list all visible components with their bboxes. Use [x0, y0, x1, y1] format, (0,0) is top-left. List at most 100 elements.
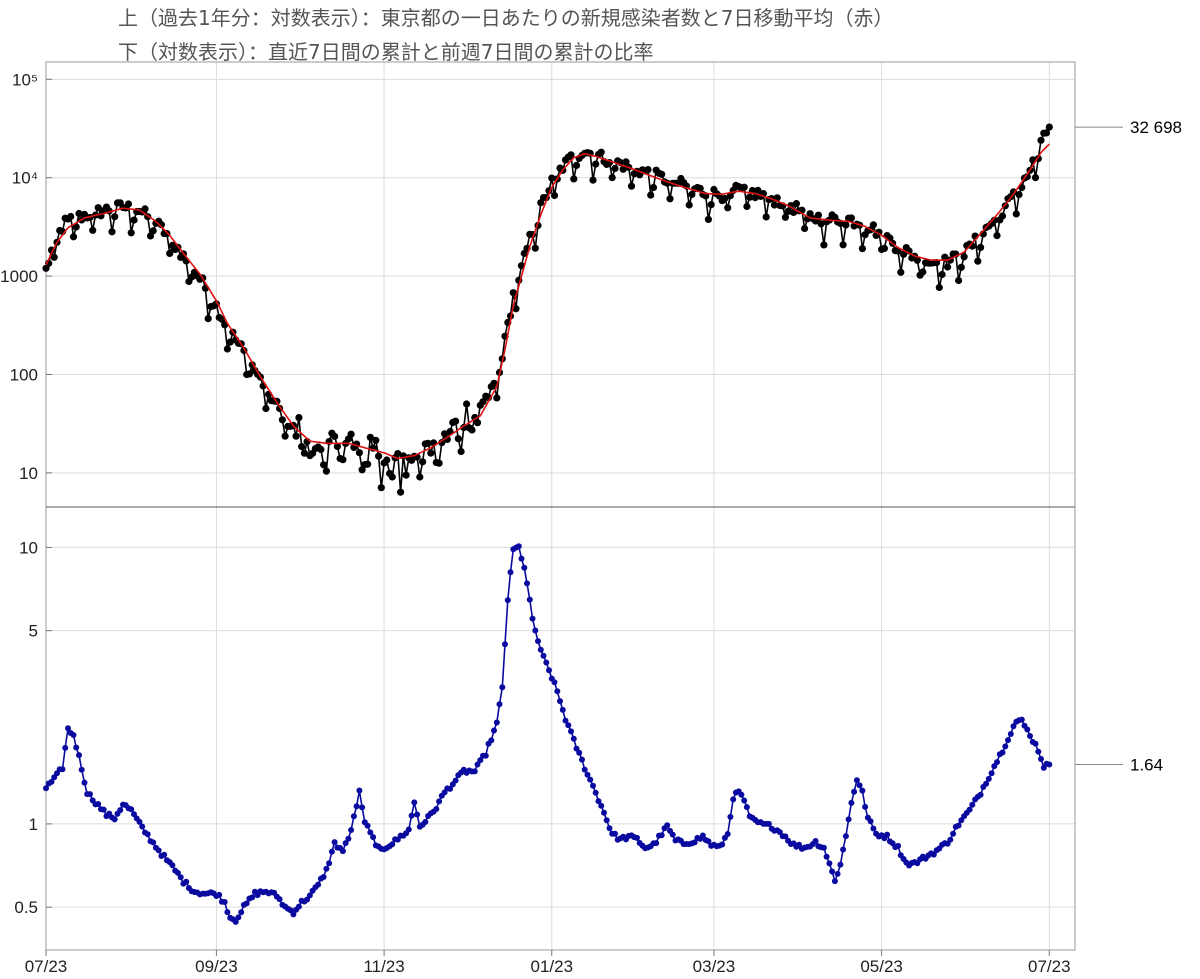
ratio-point — [826, 860, 833, 867]
ratio-point — [554, 688, 561, 695]
ratio-point — [837, 861, 844, 868]
daily-point — [941, 253, 949, 261]
daily-point — [1037, 136, 1045, 144]
daily-point — [721, 194, 729, 203]
daily-point — [842, 221, 850, 229]
ratio-point — [339, 848, 346, 855]
ratio-point — [447, 785, 454, 792]
ratio-point — [862, 803, 869, 810]
daily-point — [696, 184, 704, 192]
ratio-point — [295, 903, 302, 910]
ratio-point — [328, 848, 335, 855]
daily-point — [157, 221, 165, 229]
ratio-point — [845, 816, 852, 823]
end-value-label: 32 698 — [1130, 118, 1182, 137]
daily-point — [754, 186, 762, 194]
ratio-point — [988, 770, 995, 777]
ratio-point — [612, 830, 618, 837]
ratio-point — [842, 833, 849, 840]
ratio-point — [161, 851, 168, 858]
ratio-point — [477, 757, 484, 764]
daily-point — [944, 263, 952, 271]
ratio-point — [570, 735, 577, 742]
ratio-point — [587, 776, 594, 783]
daily-point — [608, 174, 616, 182]
daily-point — [479, 398, 487, 406]
ratio-point — [232, 918, 239, 925]
ratio-point — [699, 832, 706, 839]
ratio-point — [870, 825, 877, 832]
ratio-point — [999, 749, 1006, 756]
ratio-point — [117, 807, 124, 814]
daily-point — [597, 148, 605, 156]
chart-title-line-2: 下（対数表示）：直近7日間の累計と前週7日間の累計の比率 — [118, 40, 654, 64]
daily-point — [493, 394, 501, 402]
daily-point — [666, 195, 674, 203]
ratio-point — [606, 825, 613, 832]
daily-point — [166, 249, 174, 257]
ratio-point — [529, 615, 536, 622]
daily-point — [1031, 174, 1040, 182]
daily-point — [69, 233, 78, 241]
daily-point — [913, 256, 921, 264]
daily-point — [339, 456, 347, 464]
daily-point — [627, 182, 636, 190]
ratio-point — [658, 832, 665, 839]
daily-point — [204, 315, 212, 323]
ratio-point — [111, 816, 118, 823]
ratio-point — [812, 838, 819, 844]
daily-point — [880, 244, 889, 252]
ratio-point — [243, 900, 250, 907]
daily-point — [281, 432, 289, 440]
ratio-point — [532, 627, 539, 634]
y-tick-label: 1 — [29, 815, 38, 834]
ratio-point — [493, 719, 500, 726]
ratio-point — [128, 806, 135, 813]
daily-point — [658, 170, 666, 178]
ratio-point — [535, 638, 541, 645]
daily-point — [262, 404, 270, 413]
daily-point — [452, 417, 460, 425]
ratio-point — [452, 777, 459, 784]
daily-point — [372, 436, 380, 444]
ratio-point — [576, 749, 583, 756]
ratio-point — [315, 881, 322, 888]
ratio-point — [370, 834, 377, 841]
ratio-point — [559, 706, 566, 713]
y-tick-label: 10⁴ — [12, 169, 38, 188]
daily-point — [938, 270, 946, 279]
daily-point — [743, 202, 751, 211]
ratio-point — [326, 860, 333, 867]
daily-point — [935, 283, 943, 292]
end-value-label: 1.64 — [1130, 756, 1163, 775]
ratio-point — [136, 818, 143, 825]
ratio-point — [359, 804, 366, 811]
ratio-point — [955, 822, 962, 829]
ratio-point — [738, 791, 745, 798]
daily-point — [397, 488, 405, 496]
daily-point — [347, 430, 355, 438]
daily-point — [611, 164, 619, 172]
daily-point — [94, 204, 102, 212]
ratio-point — [724, 831, 731, 837]
daily-point — [435, 459, 443, 467]
daily-point — [622, 158, 630, 166]
ratio-point — [1007, 731, 1014, 737]
ratio-point — [568, 728, 574, 735]
ratio-point — [290, 911, 297, 918]
ratio-point — [730, 796, 737, 803]
daily-point — [454, 435, 462, 443]
daily-point — [572, 161, 581, 169]
ratio-point — [224, 909, 231, 916]
x-tick-label: 11/23 — [363, 957, 404, 976]
daily-point — [438, 439, 446, 447]
ratio-point — [1027, 733, 1033, 739]
ratio-point — [389, 841, 396, 848]
daily-point — [589, 176, 597, 184]
daily-point — [1015, 191, 1023, 199]
ratio-point — [323, 865, 330, 872]
ratio-point — [579, 756, 585, 763]
ratio-point — [488, 737, 495, 744]
ratio-point — [1032, 740, 1039, 747]
